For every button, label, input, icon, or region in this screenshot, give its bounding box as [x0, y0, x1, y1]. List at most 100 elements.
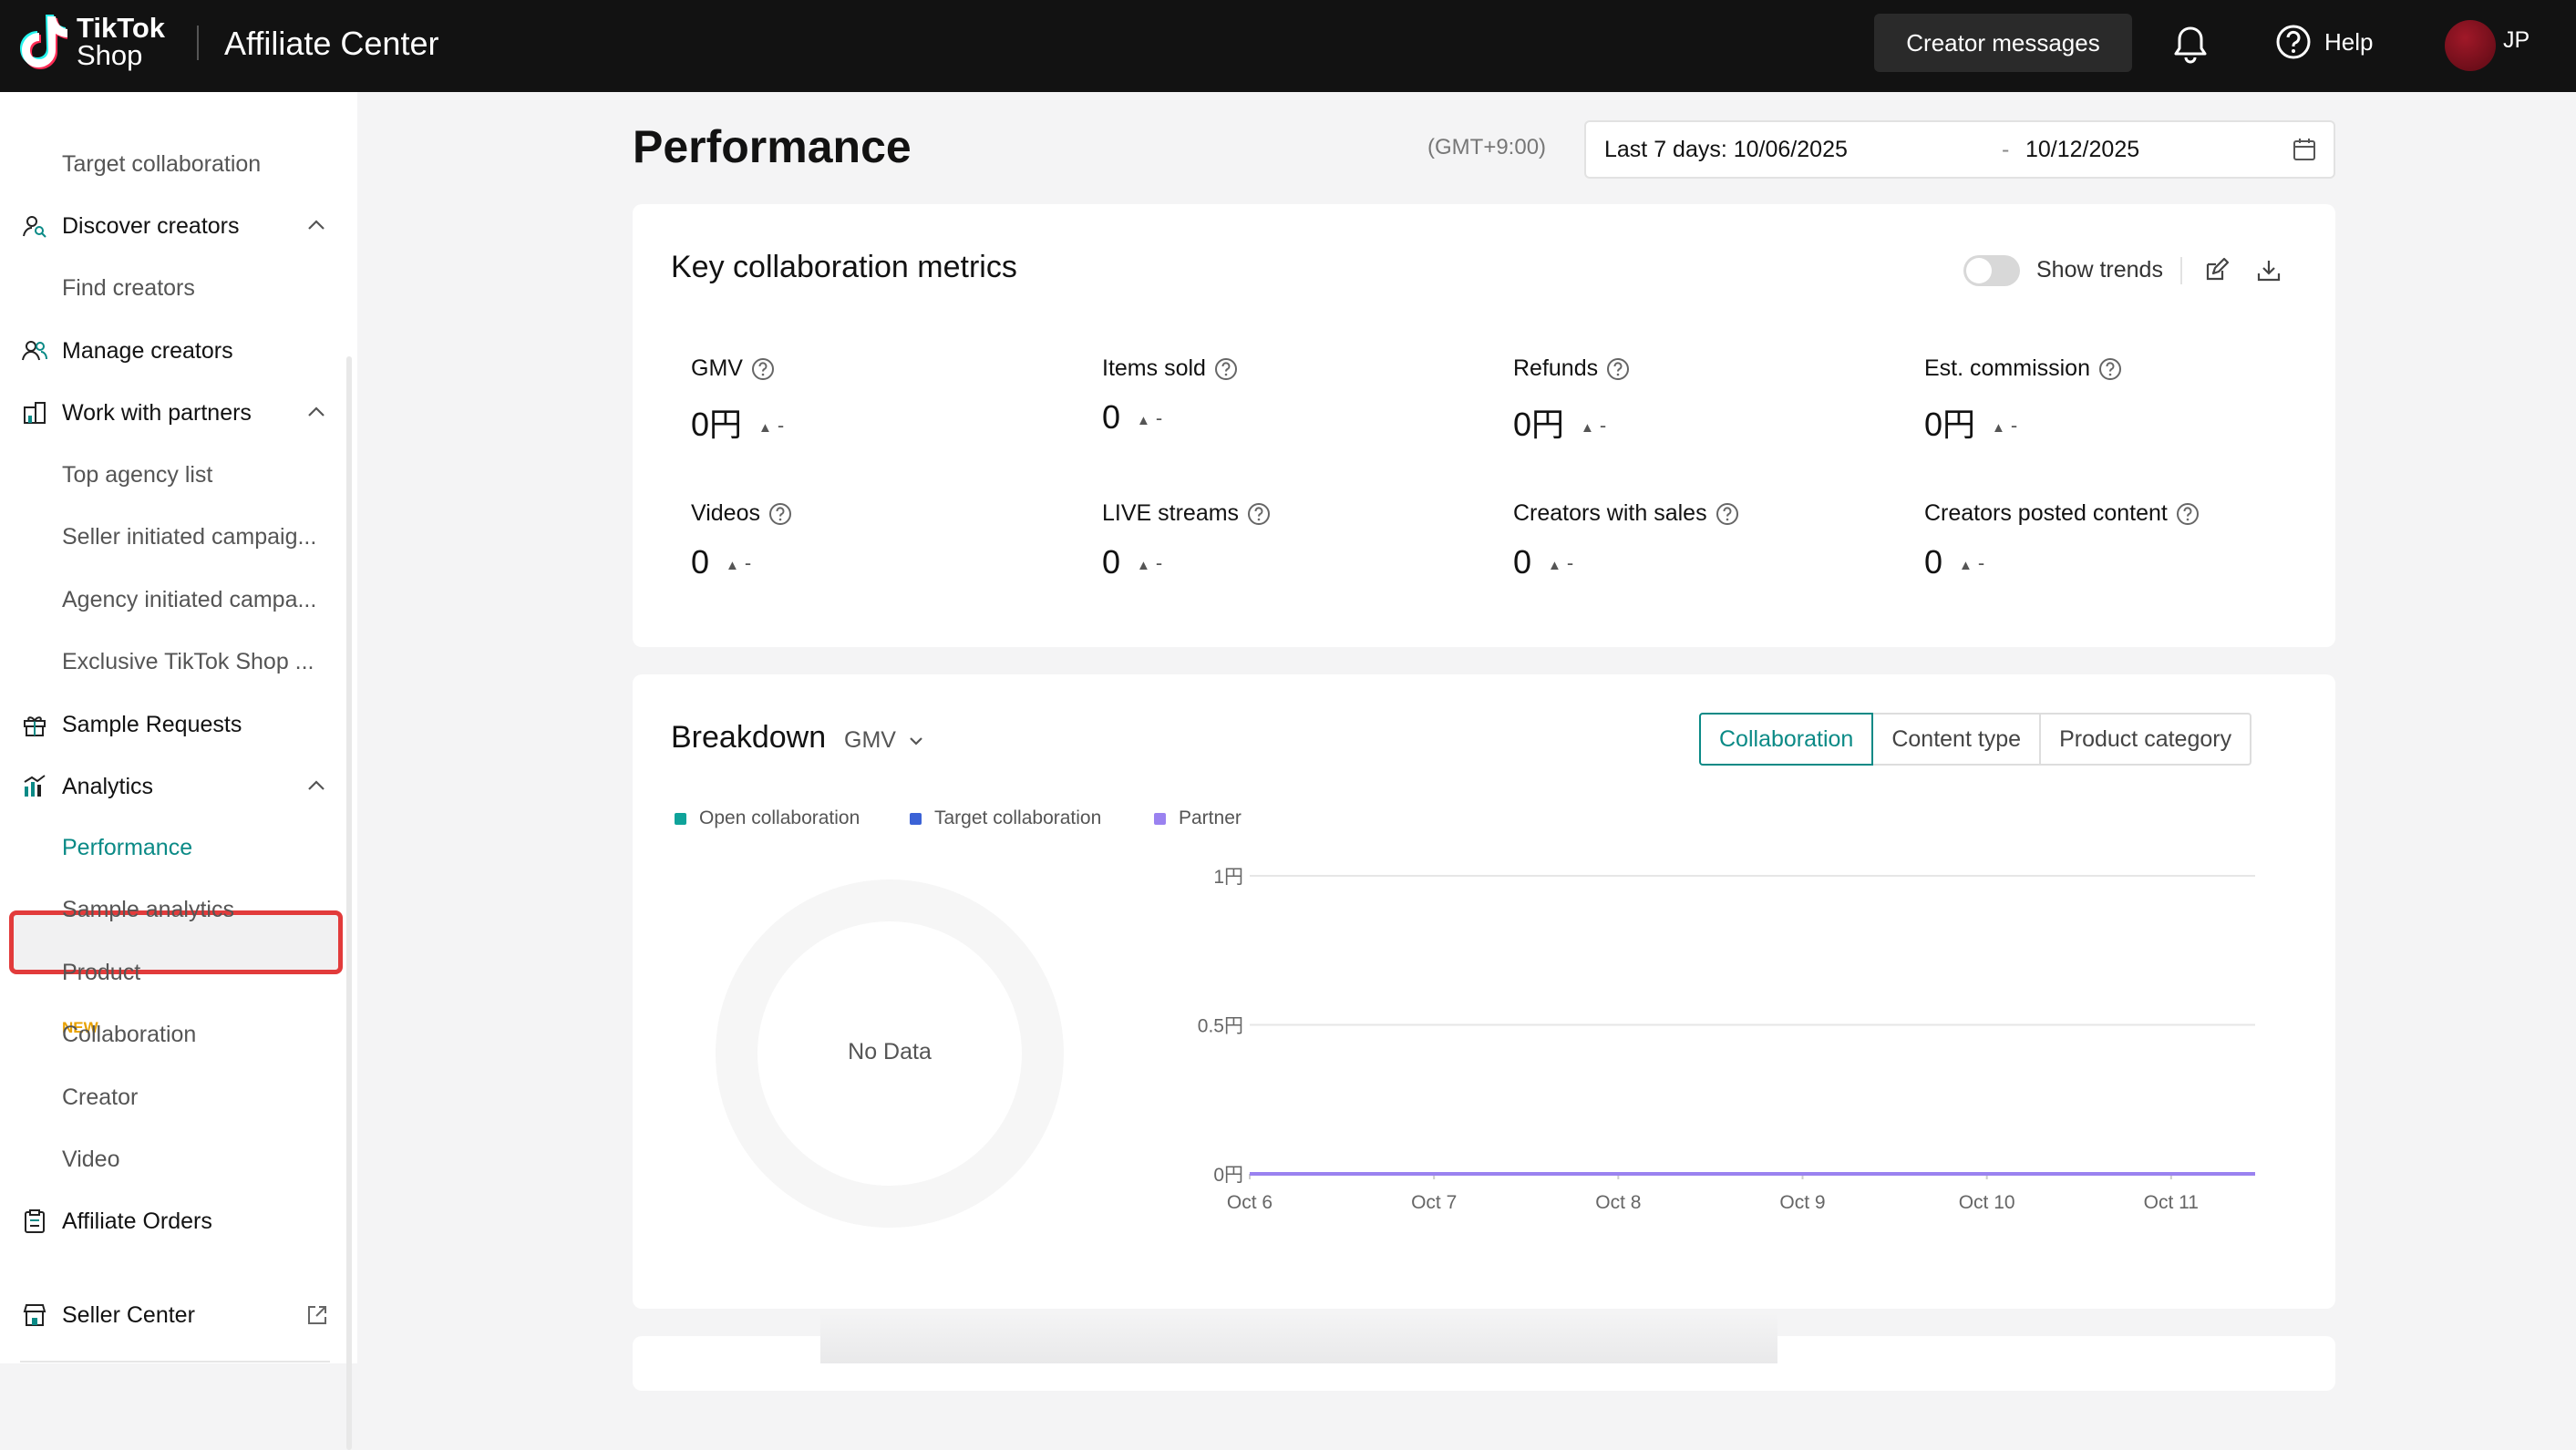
- trend-up-icon: ▲: [1137, 413, 1150, 428]
- info-icon[interactable]: [1213, 356, 1239, 382]
- user-avatar[interactable]: [2445, 20, 2496, 71]
- metric-value: 0: [691, 543, 709, 581]
- info-icon[interactable]: [1246, 501, 1272, 527]
- sidebar-item-exclusive-tiktok-shop[interactable]: Exclusive TikTok Shop ...: [0, 636, 346, 687]
- sidebar-item-label: Collaboration: [62, 1022, 196, 1048]
- trend-up-icon: ▲: [1992, 420, 2005, 436]
- sidebar-scrollbar[interactable]: [346, 356, 352, 1450]
- y-tick-label: 0.5円: [1198, 1016, 1243, 1037]
- breakdown-tabs: Collaboration Content type Product categ…: [1701, 713, 2251, 766]
- tab-product-category[interactable]: Product category: [2039, 713, 2251, 766]
- trend-up-icon: ▲: [726, 558, 739, 573]
- logo-wordmark: TikTok Shop: [77, 15, 165, 69]
- bell-icon[interactable]: [2171, 24, 2210, 64]
- donut-no-data: No Data: [715, 1039, 1065, 1065]
- tab-content-type[interactable]: Content type: [1871, 713, 2041, 766]
- show-trends-toggle[interactable]: [1963, 255, 2020, 286]
- sidebar-item-video[interactable]: Video: [0, 1134, 346, 1185]
- trend-up-icon: ▲: [1548, 558, 1561, 573]
- sidebar-item-affiliate-orders[interactable]: Affiliate Orders: [0, 1196, 346, 1247]
- metric-change: -: [778, 414, 784, 437]
- sidebar-item-seller-center[interactable]: Seller Center: [0, 1290, 346, 1341]
- info-icon[interactable]: [2097, 356, 2123, 382]
- metric-label: Videos: [691, 500, 760, 527]
- chevron-up-icon[interactable]: [306, 219, 326, 231]
- download-icon[interactable]: [2255, 257, 2282, 284]
- legend-swatch: [675, 813, 686, 825]
- person-search-icon: [22, 213, 47, 239]
- sidebar-item-label: Manage creators: [62, 338, 233, 365]
- metric-label-row: Creators with sales: [1513, 500, 1896, 527]
- analytics-icon: [22, 774, 47, 799]
- show-trends-label[interactable]: Show trends: [2036, 257, 2163, 283]
- help-label: Help: [2324, 28, 2373, 57]
- sidebar-item-discover-creators[interactable]: Discover creators: [0, 201, 346, 252]
- info-icon[interactable]: [2175, 501, 2200, 527]
- sidebar-item-creator[interactable]: Creator: [0, 1072, 346, 1123]
- metric-value: 0円: [1924, 398, 1975, 446]
- chevron-up-icon[interactable]: [306, 779, 326, 792]
- x-tick-label: Oct 11: [2144, 1192, 2199, 1212]
- sidebar-item-seller-initiated-campaig[interactable]: Seller initiated campaig...: [0, 511, 346, 562]
- sidebar-item-product[interactable]: Product: [0, 947, 346, 998]
- metric-value-row: 0▲-: [1102, 543, 1485, 581]
- sidebar-item-label: Target collaboration: [62, 151, 261, 178]
- sidebar-item-collaboration[interactable]: Collaboration: [0, 1009, 346, 1060]
- info-icon[interactable]: [1605, 356, 1631, 382]
- chevron-up-icon[interactable]: [306, 406, 326, 418]
- legend-label: Target collaboration: [934, 807, 1101, 829]
- date-end[interactable]: 10/12/2025: [2025, 137, 2139, 163]
- tab-collaboration[interactable]: Collaboration: [1699, 713, 1873, 766]
- metric-value-row: 0円▲-: [691, 398, 1074, 446]
- x-tick-label: Oct 8: [1595, 1192, 1641, 1212]
- help-button[interactable]: Help: [2275, 24, 2373, 60]
- tiktok-logo-icon: [20, 13, 67, 71]
- bottom-shadow: [820, 1312, 1777, 1363]
- sidebar-item-label: Seller initiated campaig...: [62, 524, 316, 550]
- sidebar-item-target-collaboration[interactable]: Target collaboration: [0, 139, 346, 190]
- sidebar-item-agency-initiated-campa[interactable]: Agency initiated campa...: [0, 574, 346, 625]
- external-link-icon[interactable]: [306, 1304, 328, 1326]
- sidebar-item-find-creators[interactable]: Find creators: [0, 262, 346, 314]
- app-title: Affiliate Center: [224, 24, 438, 64]
- info-icon[interactable]: [1715, 501, 1740, 527]
- date-start[interactable]: Last 7 days: 10/06/2025: [1604, 137, 1848, 163]
- edit-icon[interactable]: [2202, 257, 2230, 284]
- x-tick-label: Oct 6: [1227, 1192, 1273, 1212]
- sidebar-item-sample-analytics[interactable]: Sample analytics: [0, 884, 346, 935]
- creator-messages-button[interactable]: Creator messages: [1874, 14, 2132, 72]
- date-range-picker[interactable]: Last 7 days: 10/06/2025 - 10/12/2025: [1584, 120, 2335, 179]
- metric-label-row: Est. commission: [1924, 355, 2307, 382]
- metric-change: -: [2011, 414, 2017, 437]
- metric-label-row: Creators posted content: [1924, 500, 2307, 527]
- user-initials[interactable]: JP: [2503, 27, 2530, 54]
- sidebar-item-performance[interactable]: Performance: [0, 822, 346, 873]
- sidebar-item-label: Creator: [62, 1085, 138, 1111]
- metric-value-row: 0円 ▲-: [1924, 398, 2307, 446]
- sidebar-item-sample-requests[interactable]: Sample Requests: [0, 699, 346, 750]
- sidebar-item-top-agency-list[interactable]: Top agency list: [0, 449, 346, 500]
- legend-partner[interactable]: Partner: [1154, 807, 1242, 829]
- tiktok-shop-logo[interactable]: TikTok Shop: [20, 13, 165, 71]
- legend-target-collaboration[interactable]: Target collaboration: [910, 807, 1101, 829]
- sidebar-item-work-with-partners[interactable]: Work with partners: [0, 387, 346, 438]
- info-icon[interactable]: [768, 501, 793, 527]
- top-navigation-bar: TikTok Shop Affiliate Center Creator mes…: [0, 0, 2576, 92]
- legend-swatch: [1154, 813, 1166, 825]
- x-tick-label: Oct 10: [1959, 1192, 2015, 1212]
- metric-change: -: [1600, 414, 1606, 437]
- sidebar-item-label: Affiliate Orders: [62, 1208, 212, 1235]
- info-icon[interactable]: [750, 356, 776, 382]
- clipboard-icon: [22, 1208, 47, 1234]
- sidebar-item-manage-creators[interactable]: Manage creators: [0, 325, 346, 376]
- sidebar-item-analytics[interactable]: Analytics: [0, 761, 346, 812]
- metric-value: 0円: [691, 398, 742, 446]
- calendar-icon[interactable]: [2292, 137, 2317, 162]
- key-metrics-title: Key collaboration metrics: [671, 250, 1017, 285]
- store-icon: [22, 1302, 47, 1328]
- metric-selector[interactable]: GMV: [844, 727, 927, 754]
- legend-open-collaboration[interactable]: Open collaboration: [675, 807, 860, 829]
